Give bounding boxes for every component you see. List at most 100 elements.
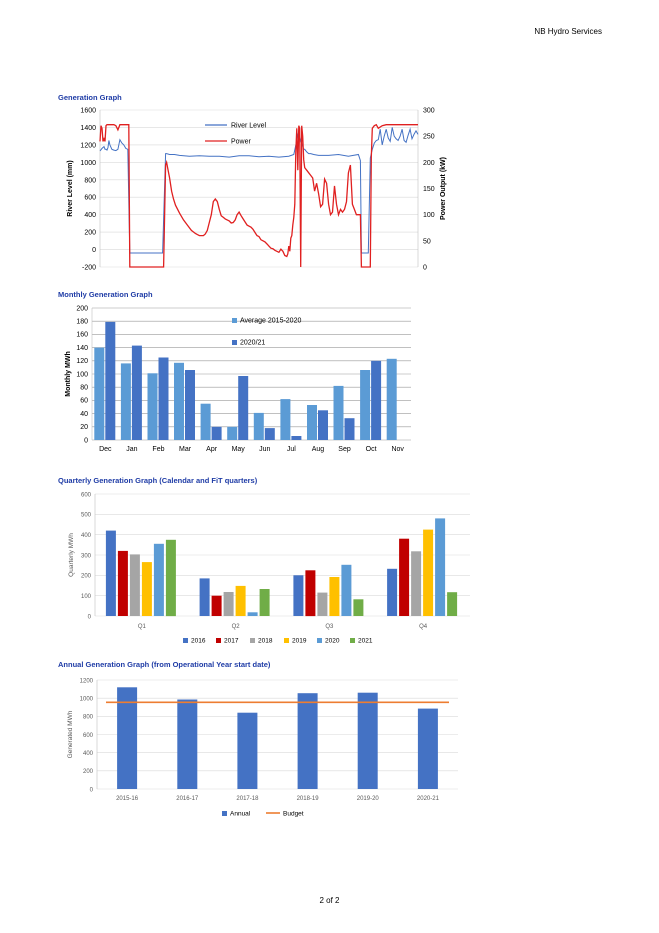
y-tick-label: 80 [80,385,88,392]
legend-label: 2020 [325,638,340,645]
legend-swatch [232,318,237,323]
series-line-power [99,123,418,268]
monthly-bar-chart: 0 20 40 60 80 100 120 140 160 180 200 Monthly MWh De… [65,305,411,453]
bar-2020-q2 [247,612,258,616]
quarterly-graph-title: Quarterly Generation Graph (Calendar and… [58,476,258,485]
bar-2020-21-may [238,376,249,440]
x-tick-label: May [232,446,246,453]
x-tick-label: Q1 [138,624,147,630]
y-tick-label: 1200 [80,678,94,684]
x-tick-label: Mar [179,446,192,453]
page-number: 2 of 2 [319,896,340,905]
bar-annual-2018-19 [297,693,318,789]
y-tick-label: 1000 [80,696,94,702]
legend-swatch [317,638,322,643]
y-tick-label: 100 [76,371,88,378]
legend-swatch [350,638,355,643]
x-tick-label: Dec [99,446,112,453]
y-tick-label: 160 [76,332,88,339]
bar-average-2015-2020-dec [94,347,105,440]
y-tick-label: 0 [90,787,94,793]
x-tick-label: 2020-21 [417,796,440,802]
y2-tick-label: 150 [423,186,435,193]
bar-2020-21-jul [291,436,302,440]
y-tick-label: 300 [81,553,92,559]
y-tick-label: 600 [83,733,94,739]
bar-2016-q3 [293,575,304,616]
series-line-river-level [99,127,419,254]
y2-axis-label: Power Output (kW) [440,157,447,220]
bar-2020-21-oct [371,360,382,440]
bar-2020-21-mar [185,370,195,440]
generation-line-chart: -200 0 200 400 600 800 1000 1200 1400 1600 0 50 100 1… [67,108,447,272]
company-name: NB Hydro Services [534,27,602,36]
y-tick-label: 400 [84,212,96,219]
legend-label: Budget [283,811,304,818]
y-tick-label: 140 [76,345,88,352]
y-tick-label: 20 [80,424,88,431]
bar-average-2015-2020-jul [280,399,291,440]
x-tick-label: 2019-20 [357,796,380,802]
legend-swatch [216,638,221,643]
y-axis-label: Generated MWh [67,710,74,758]
bar-2017-q3 [305,570,316,617]
bar-2021-q3 [353,599,364,616]
legend-swatch [250,638,255,643]
bar-2020-21-feb [158,357,169,440]
bar-2019-q3 [329,577,340,616]
y-tick-label: 200 [76,305,88,312]
y-axis-label: Monthly MWh [65,351,72,397]
bar-2018-q2 [223,592,234,616]
y-axis-label: Quarterly MWh [68,533,75,577]
legend-label: River Level [231,123,266,130]
legend-swatch [222,811,227,816]
y2-tick-label: 100 [423,212,435,219]
bar-2021-q2 [259,589,270,616]
y-tick-label: 200 [84,230,96,237]
y-tick-label: 1200 [80,142,96,149]
y-tick-label: -200 [82,265,96,272]
bar-annual-2016-17 [177,699,198,789]
quarterly-bar-chart: 0 100 200 300 400 500 600 Quarterly MWh Q1 Q2 Q3 Q4… [68,492,470,645]
y-tick-label: 1400 [80,125,96,132]
y-tick-label: 600 [84,195,96,202]
bar-2018-q1 [129,554,140,616]
bar-2021-q4 [447,592,458,616]
bar-average-2015-2020-feb [147,373,158,440]
y2-tick-label: 300 [423,108,435,115]
y-tick-label: 1000 [80,160,96,167]
y2-tick-label: 200 [423,160,435,167]
y-tick-label: 180 [76,319,88,326]
bar-2021-q1 [165,539,176,617]
bar-2017-q1 [117,550,128,616]
legend-label: 2020/21 [240,340,265,347]
bar-2019-q4 [423,529,434,616]
x-tick-label: Sep [338,446,351,453]
y-tick-label: 1600 [80,108,96,115]
y-tick-label: 200 [81,574,92,580]
x-tick-label: Apr [206,446,218,453]
bar-2019-q1 [141,562,152,616]
y-tick-label: 800 [83,715,94,721]
annual-graph-title: Annual Generation Graph (from Operationa… [58,660,271,669]
x-tick-label: 2018-19 [297,796,320,802]
generation-graph-title: Generation Graph [58,93,122,102]
bar-2020-21-aug [318,410,328,440]
legend-label: 2021 [358,638,373,645]
bar-annual-2015-16 [117,687,138,789]
bar-2017-q2 [211,595,222,616]
y-tick-label: 60 [80,398,88,405]
legend-label: 2018 [258,638,273,645]
x-tick-label: Q2 [232,624,241,630]
bar-average-2015-2020-jan [120,363,131,440]
y-tick-label: 200 [83,769,94,775]
y-tick-label: 0 [92,247,96,254]
bar-2019-q2 [235,585,246,616]
x-tick-label: Nov [391,446,404,453]
y-tick-label: 0 [84,437,88,444]
bar-2016-q1 [105,530,116,616]
annual-bar-chart: 0 200 400 600 800 1000 1200 Generated MWh 2015-1… [67,678,458,818]
x-tick-label: Q4 [419,624,428,630]
y-tick-label: 400 [81,533,92,539]
x-tick-label: 2017-18 [236,796,259,802]
